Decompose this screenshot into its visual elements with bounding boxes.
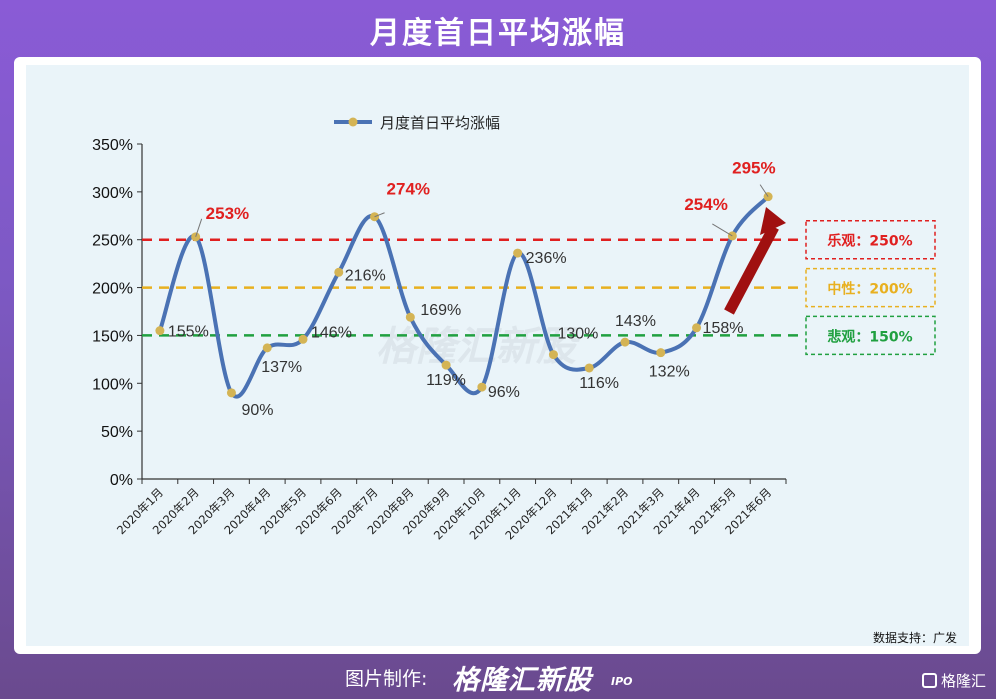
data-label: 90%	[241, 402, 273, 419]
bottom-bar: 图片制作: 格隆汇新股 IPO 格隆汇	[0, 654, 996, 699]
data-point	[405, 312, 415, 322]
data-label: 96%	[488, 384, 520, 401]
data-label: 169%	[420, 302, 461, 319]
data-label: 155%	[168, 324, 209, 341]
data-label: 130%	[557, 326, 598, 343]
brand-logo: 格隆汇新股	[452, 665, 592, 696]
data-label: 216%	[345, 267, 386, 284]
y-tick-label: 250%	[92, 233, 133, 250]
line-chart: 格隆汇新股0%50%100%150%200%250%300%350%2020年1…	[92, 114, 936, 542]
corner-logo: 格隆汇	[921, 670, 986, 691]
made-by-label: 图片制作:	[345, 668, 428, 690]
data-point	[548, 350, 558, 360]
chart-area: 格隆汇新股 0% 50% 100% 150% 200% 250% 300% 350% 2020年1…	[26, 65, 969, 646]
data-point	[262, 343, 272, 353]
data-point	[692, 323, 702, 333]
trend-arrow-head	[760, 207, 786, 235]
label-leader	[759, 184, 769, 197]
y-tick-label: 150%	[92, 328, 133, 345]
data-label: 254%	[684, 195, 727, 214]
data-label: 137%	[261, 359, 302, 376]
reference-label: 悲观：150%	[827, 328, 912, 345]
label-leader	[195, 218, 203, 238]
data-point	[226, 388, 236, 398]
chart-panel: 格隆汇新股 0% 50% 100% 150% 200% 250% 300% 350% 2020年1…	[14, 57, 981, 654]
legend-label: 月度首日平均涨幅	[380, 114, 500, 132]
page-title: 月度首日平均涨幅	[370, 16, 626, 51]
y-tick-label: 200%	[92, 281, 133, 298]
data-label: 146%	[311, 324, 352, 341]
data-label: 295%	[732, 159, 775, 178]
data-point	[155, 326, 165, 336]
data-label: 253%	[206, 204, 249, 223]
reference-box	[805, 315, 936, 356]
data-point	[441, 360, 451, 370]
data-point	[298, 334, 308, 344]
data-label: 143%	[615, 313, 656, 330]
data-point	[477, 382, 487, 392]
corner-logo-text: 格隆汇	[940, 672, 986, 690]
data-point	[584, 363, 594, 373]
trend-arrow-shaft	[724, 224, 779, 315]
legend-marker	[348, 117, 358, 127]
data-label: 116%	[579, 375, 619, 392]
logo-box-icon	[921, 673, 937, 688]
y-tick-label: 300%	[92, 185, 133, 202]
data-point	[334, 267, 344, 277]
data-label: 274%	[387, 180, 430, 199]
label-leader	[374, 212, 385, 218]
brand-ipo-suffix: IPO	[611, 675, 633, 688]
data-source-credit: 数据支持：广发	[872, 631, 957, 645]
data-label: 236%	[526, 250, 567, 267]
y-tick-label: 50%	[101, 424, 133, 441]
data-label: 132%	[649, 364, 690, 381]
reference-label: 乐观：250%	[827, 233, 912, 250]
reference-box	[805, 219, 936, 260]
y-tick-label: 0%	[110, 472, 133, 489]
y-tick-label: 350%	[92, 137, 133, 154]
data-label: 119%	[426, 372, 466, 389]
y-tick-label: 100%	[92, 376, 133, 393]
reference-label: 中性：200%	[827, 281, 912, 298]
data-point	[656, 348, 666, 358]
data-label: 158%	[703, 320, 744, 337]
label-leader	[712, 223, 733, 237]
reference-box	[805, 267, 936, 308]
data-point	[513, 248, 523, 258]
data-point	[620, 337, 630, 347]
